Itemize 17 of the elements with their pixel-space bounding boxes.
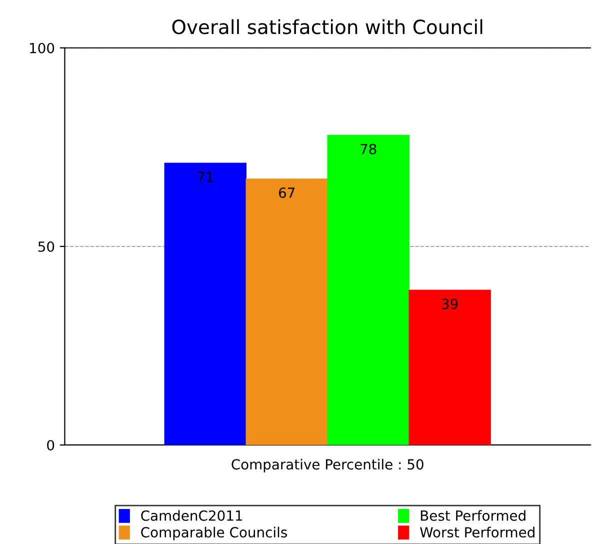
bar [164, 162, 246, 445]
data-label: 67 [278, 188, 294, 198]
bar [327, 134, 410, 445]
x-tick-label: Comparative Percentile : 50 [232, 458, 424, 472]
y-tick-label: 100 [30, 42, 54, 54]
bar [246, 178, 328, 445]
legend-label: CamdenC2011 [141, 510, 242, 521]
legend-label: Worst Performed [420, 526, 534, 538]
chart-title: Overall satisfaction with Council [172, 19, 482, 34]
y-tick-label: 0 [47, 440, 54, 450]
y-tick-label: 50 [38, 241, 54, 252]
data-label: 71 [198, 172, 213, 182]
legend-label: Best Performed [420, 510, 526, 521]
legend-label: Comparable Councils [141, 526, 287, 540]
data-label: 39 [442, 298, 458, 310]
data-label: 78 [360, 144, 376, 154]
bar [408, 290, 491, 445]
